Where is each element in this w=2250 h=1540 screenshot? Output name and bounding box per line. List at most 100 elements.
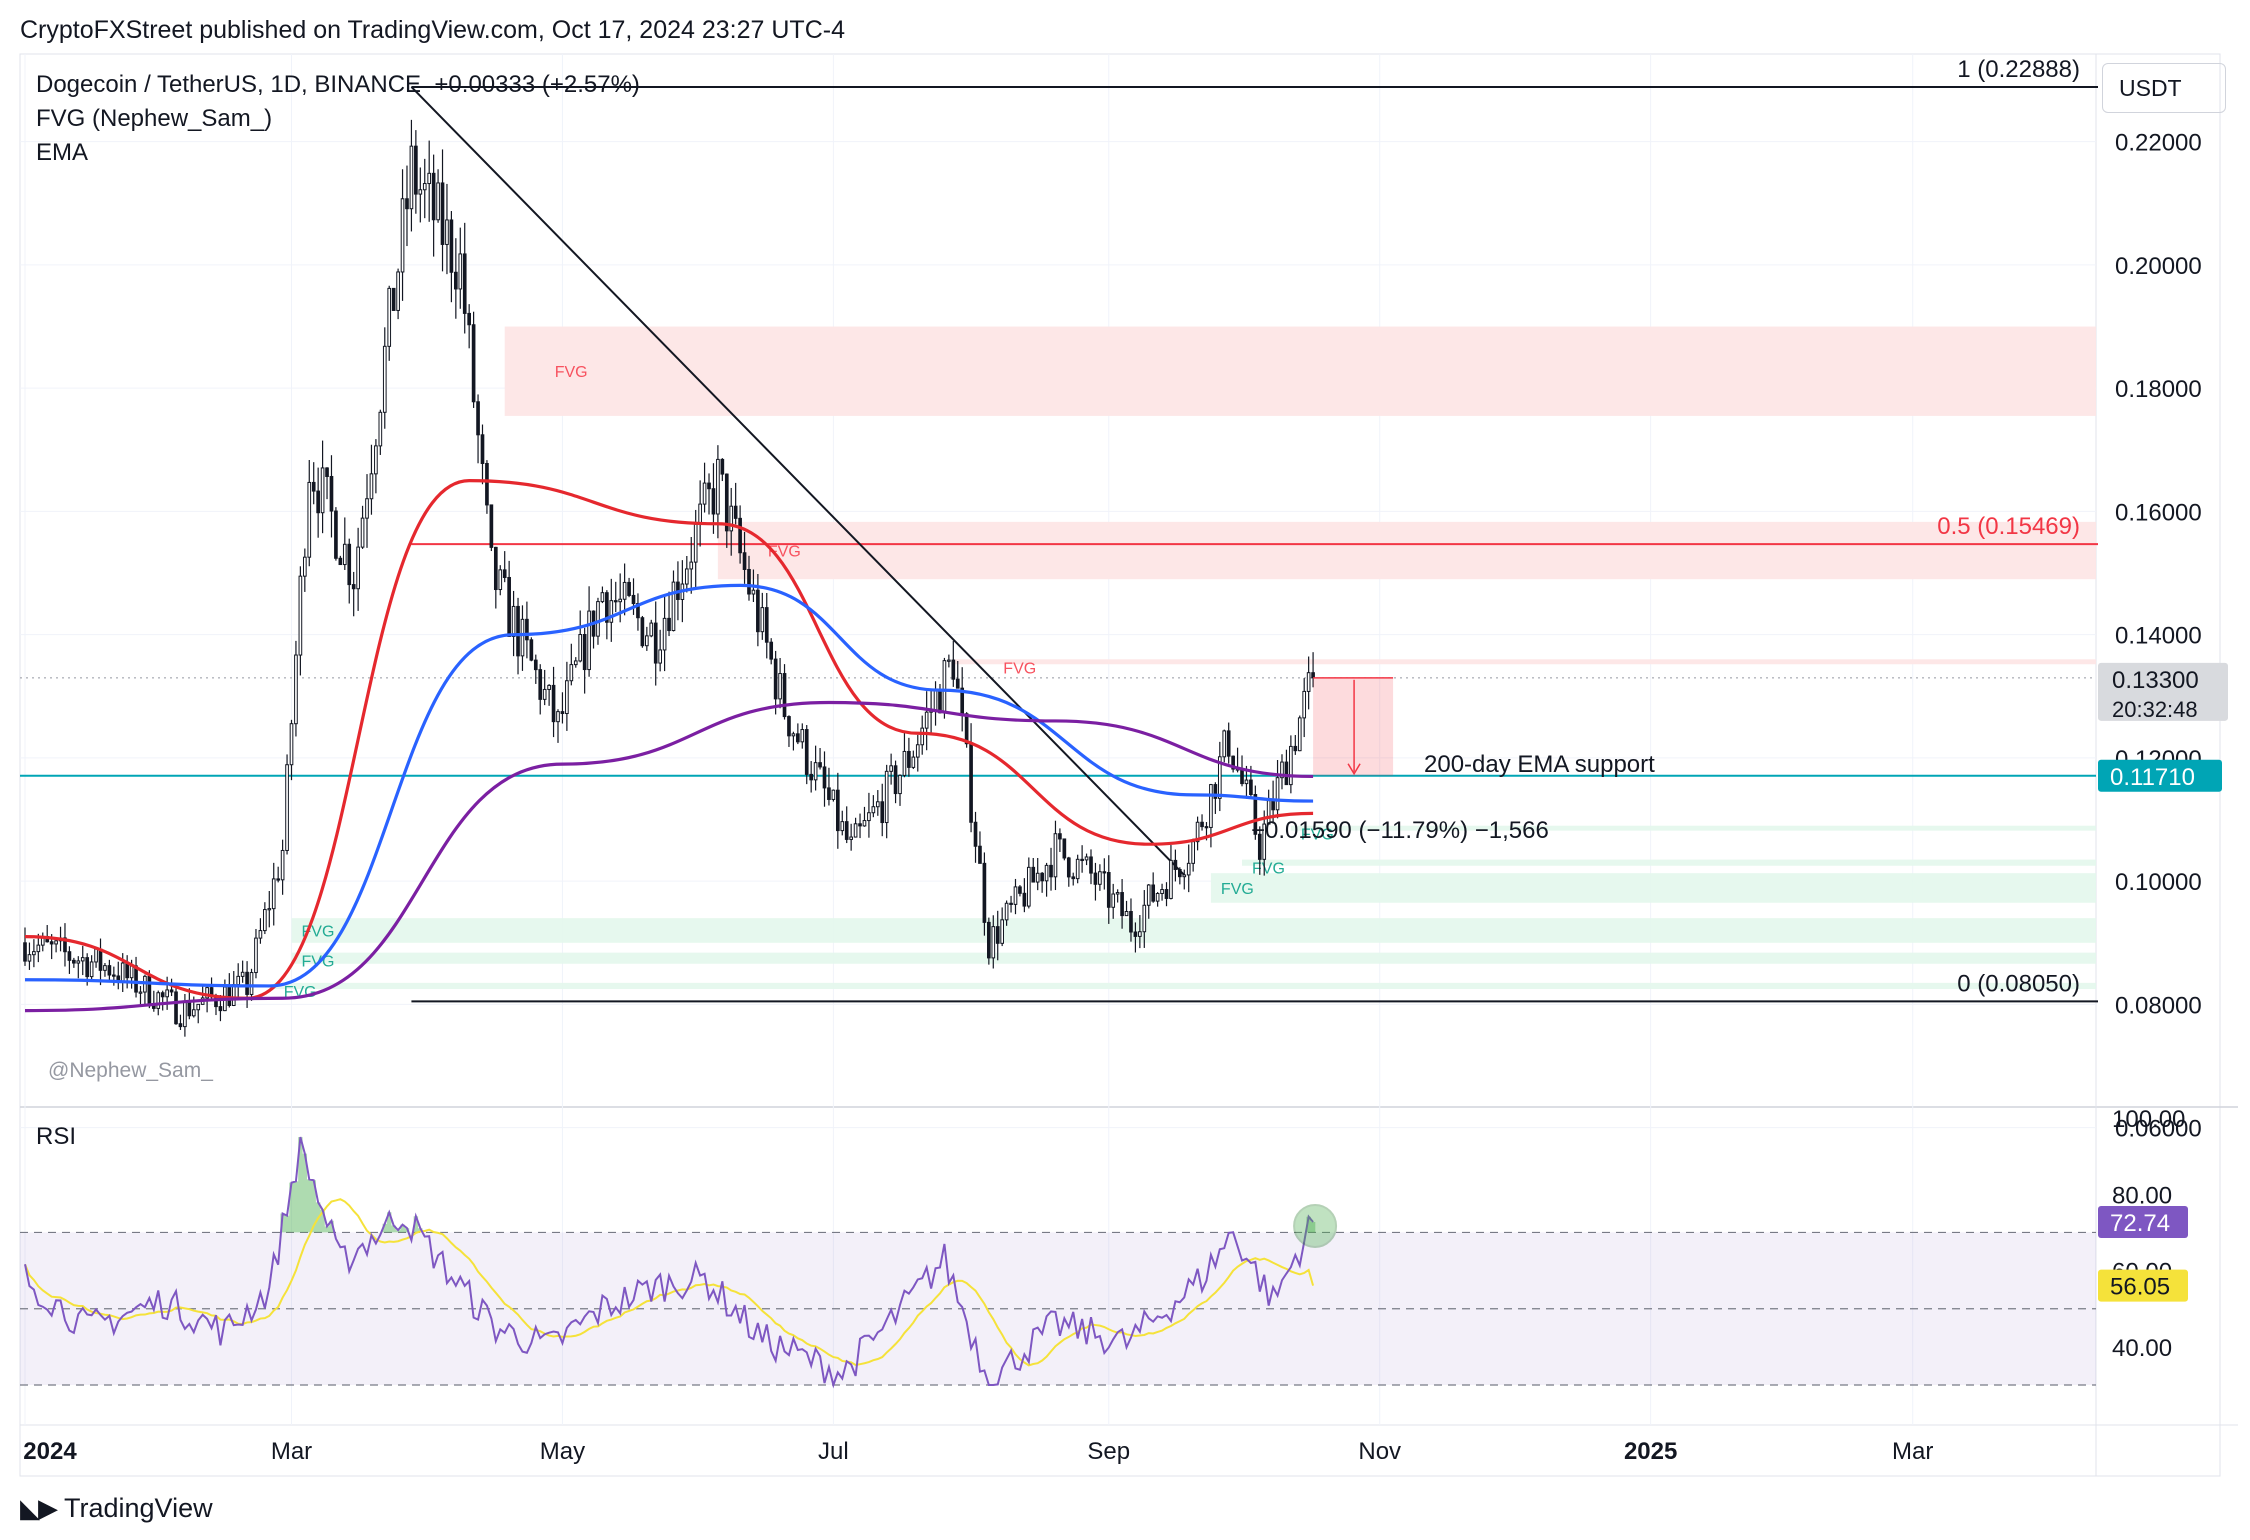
candle-body[interactable] (1066, 857, 1071, 878)
candle-body[interactable] (969, 743, 973, 823)
candle-body[interactable] (378, 411, 383, 447)
candle-body[interactable] (520, 618, 525, 657)
candle-body[interactable] (560, 711, 565, 715)
candle-body[interactable] (1200, 821, 1204, 828)
candle-body[interactable] (32, 951, 36, 956)
candle-body[interactable] (94, 948, 98, 963)
candle-body[interactable] (267, 908, 272, 911)
candle-body[interactable] (1146, 884, 1151, 906)
candle-body[interactable] (525, 618, 529, 641)
candle-body[interactable] (467, 312, 471, 326)
candle-body[interactable] (138, 991, 143, 994)
candle-body[interactable] (342, 543, 347, 566)
candle-body[interactable] (618, 598, 623, 603)
candle-body[interactable] (449, 219, 454, 273)
candle-body[interactable] (245, 971, 249, 995)
candle-body[interactable] (1013, 886, 1018, 905)
candle-body[interactable] (613, 600, 618, 603)
candle-body[interactable] (1160, 889, 1164, 895)
candle-body[interactable] (178, 1023, 183, 1028)
candle-body[interactable] (769, 641, 774, 660)
candle-body[interactable] (1009, 902, 1013, 905)
candle-body[interactable] (498, 569, 503, 591)
candle-body[interactable] (587, 610, 591, 671)
candle-body[interactable] (742, 552, 747, 570)
candle-body[interactable] (418, 189, 423, 195)
candle-body[interactable] (191, 1009, 196, 1017)
candle-body[interactable] (978, 845, 982, 864)
candle-body[interactable] (1257, 833, 1262, 860)
candle-body[interactable] (1075, 858, 1080, 880)
candle-body[interactable] (1124, 911, 1129, 917)
candle-body[interactable] (1231, 755, 1235, 770)
candle-body[interactable] (1031, 866, 1036, 883)
candle-body[interactable] (911, 756, 916, 768)
candle-body[interactable] (112, 974, 116, 977)
candle-body[interactable] (254, 937, 258, 974)
candle-body[interactable] (1084, 856, 1089, 861)
candle-body[interactable] (702, 482, 707, 505)
candle-body[interactable] (316, 490, 320, 514)
candle-body[interactable] (302, 556, 307, 577)
candle-body[interactable] (529, 639, 534, 661)
candle-body[interactable] (183, 1000, 187, 1028)
candle-body[interactable] (1058, 833, 1062, 840)
candle-body[interactable] (129, 965, 134, 979)
candle-body[interactable] (751, 589, 756, 595)
candle-body[interactable] (414, 145, 418, 195)
candle-body[interactable] (809, 773, 814, 781)
candle-body[interactable] (738, 517, 742, 554)
candle-body[interactable] (1133, 931, 1138, 937)
candle-body[interactable] (218, 1006, 223, 1012)
candle-body[interactable] (547, 684, 551, 690)
candle-body[interactable] (1120, 892, 1124, 917)
candle-body[interactable] (987, 921, 991, 959)
candle-body[interactable] (995, 926, 1000, 944)
candle-body[interactable] (1222, 730, 1227, 758)
candle-body[interactable] (1053, 833, 1058, 878)
candle-body[interactable] (422, 183, 427, 191)
currency-selector[interactable]: USDT (2102, 63, 2226, 113)
candle-body[interactable] (329, 475, 334, 512)
candle-body[interactable] (884, 770, 889, 824)
candle-body[interactable] (231, 984, 236, 1006)
indicator-fvg-legend[interactable]: FVG (Nephew_Sam_) (36, 105, 273, 132)
candle-body[interactable] (791, 733, 796, 737)
candle-body[interactable] (1151, 884, 1156, 902)
candle-body[interactable] (147, 975, 152, 1007)
candle-body[interactable] (120, 962, 125, 983)
candle-body[interactable] (867, 812, 871, 822)
candle-body[interactable] (445, 219, 449, 245)
candle-body[interactable] (645, 635, 649, 647)
candle-body[interactable] (707, 482, 711, 490)
candle-body[interactable] (151, 1005, 156, 1009)
candle-body[interactable] (711, 488, 716, 515)
candle-body[interactable] (1253, 794, 1258, 835)
candle-body[interactable] (276, 878, 281, 881)
candle-body[interactable] (125, 962, 129, 979)
candle-body[interactable] (1284, 761, 1289, 786)
candle-body[interactable] (778, 673, 782, 700)
candle-body[interactable] (551, 684, 556, 723)
candle-body[interactable] (1240, 768, 1244, 785)
candle-body[interactable] (862, 820, 867, 827)
candle-body[interactable] (365, 498, 369, 519)
candle-body[interactable] (107, 965, 112, 976)
candle-body[interactable] (476, 401, 480, 436)
candle-body[interactable] (716, 458, 720, 515)
candle-body[interactable] (924, 711, 929, 729)
candle-body[interactable] (760, 607, 765, 633)
candle-body[interactable] (747, 568, 751, 595)
candle-body[interactable] (693, 523, 698, 563)
candle-body[interactable] (1280, 761, 1284, 779)
candle-body[interactable] (98, 948, 103, 971)
candle-body[interactable] (1071, 876, 1076, 880)
candle-body[interactable] (325, 467, 329, 477)
candle-body[interactable] (671, 581, 676, 632)
candle-body[interactable] (249, 972, 254, 995)
candle-body[interactable] (942, 660, 947, 714)
candle-body[interactable] (1244, 779, 1249, 785)
candle-body[interactable] (271, 878, 276, 910)
candle-body[interactable] (36, 944, 41, 953)
